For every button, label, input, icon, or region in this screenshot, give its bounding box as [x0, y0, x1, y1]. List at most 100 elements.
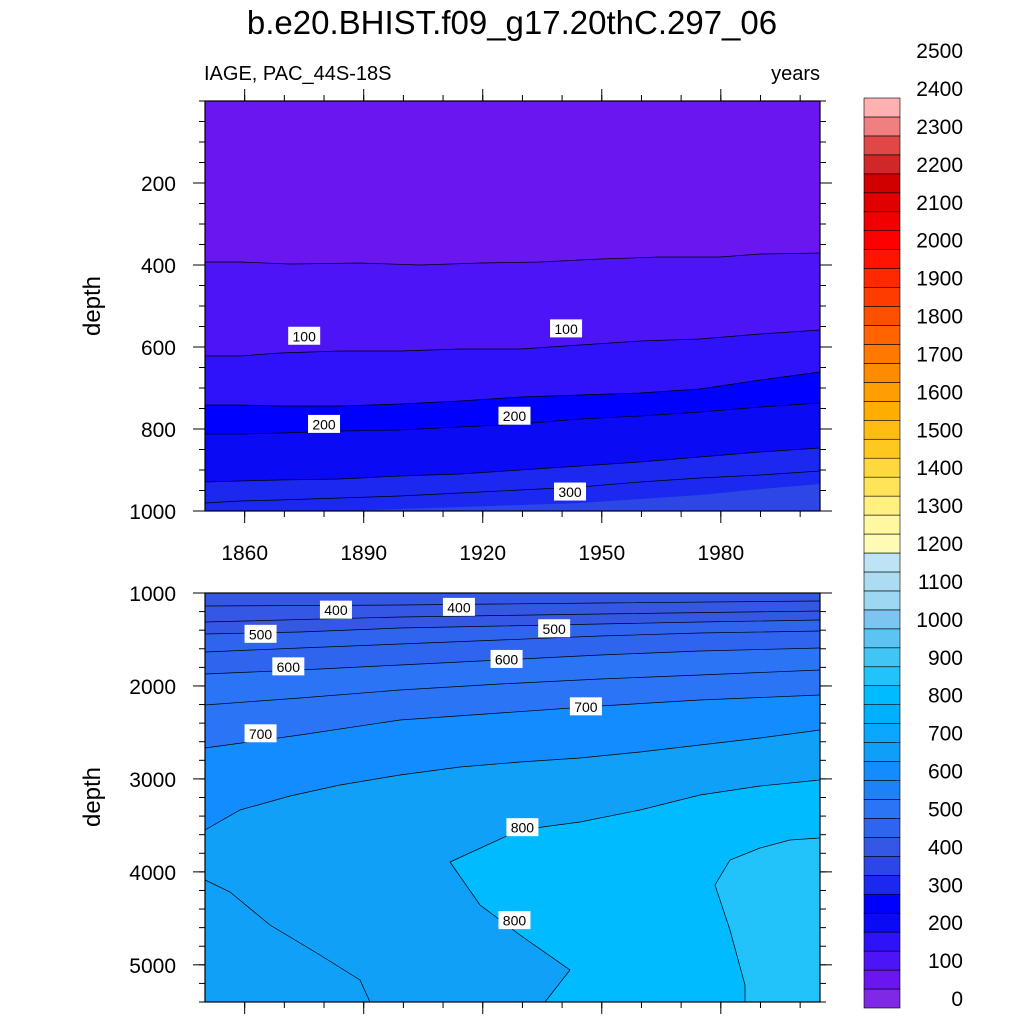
- colorbar-box: [863, 533, 901, 554]
- contour-label: 200: [308, 414, 341, 433]
- colorbar-label: 900: [928, 647, 963, 670]
- colorbar-label: 0: [951, 988, 963, 1011]
- colorbar-label: 2500: [916, 40, 963, 63]
- colorbar-label: 2200: [916, 154, 963, 177]
- colorbar-box: [863, 306, 901, 326]
- contour-label: 200: [498, 406, 531, 425]
- contour-label: 700: [569, 697, 602, 716]
- contour-label: 400: [442, 597, 475, 616]
- variable-region-label: IAGE, PAC_44S-18S: [204, 63, 392, 85]
- colorbar-label: 1100: [918, 571, 963, 594]
- y-tick-label: 800: [141, 419, 176, 442]
- colorbar-box: [863, 249, 901, 269]
- contour-label: 400: [319, 600, 352, 619]
- colorbar-box: [863, 742, 901, 762]
- colorbar-box: [863, 818, 901, 838]
- colorbar-box: [863, 401, 901, 421]
- contour-label-text: 100: [554, 321, 578, 337]
- colorbar: 0 100 200 300 400 500 600 700 800 900 1000 1100 1200…: [863, 40, 963, 1011]
- contour-label: 600: [272, 657, 305, 676]
- colorbar-box: [863, 893, 901, 914]
- colorbar-box: [863, 856, 901, 876]
- band-250-300: [205, 448, 820, 511]
- colorbar-box: [863, 457, 901, 478]
- colorbar-box: [863, 628, 901, 649]
- band-800-plus: [450, 780, 820, 1002]
- colorbar-box: [863, 571, 901, 592]
- contour-label-text: 500: [249, 626, 273, 642]
- lower-ylabel: depth: [79, 767, 106, 827]
- band-0-50: [205, 101, 820, 265]
- y-tick-label: 600: [141, 337, 176, 360]
- y-tick-label: 4000: [129, 862, 176, 885]
- contour-label-text: 600: [495, 651, 519, 667]
- colorbar-box: [863, 799, 901, 819]
- colorbar-box: [863, 135, 901, 156]
- colorbar-label: 200: [928, 912, 963, 935]
- colorbar-box: [863, 268, 901, 288]
- band-350-400: [205, 593, 820, 634]
- colorbar-label: 2300: [916, 116, 963, 139]
- band-150-200: [205, 372, 820, 434]
- colorbar-label: 1300: [916, 495, 963, 518]
- y-tick-label: 400: [141, 255, 176, 278]
- colorbar-label: 2400: [916, 78, 963, 101]
- colorbar-label: 1800: [916, 306, 963, 329]
- colorbar-box: [863, 666, 901, 687]
- contour-label: 700: [244, 724, 277, 743]
- colorbar-box: [863, 590, 901, 611]
- chart-title: b.e20.BHIST.f09_g17.20thC.297_06: [246, 4, 778, 41]
- colorbar-box: [863, 780, 901, 800]
- colorbar-box: [863, 950, 901, 971]
- contour-label: 500: [244, 624, 277, 643]
- contour-label-text: 800: [511, 820, 535, 836]
- colorbar-label: 2100: [916, 192, 963, 215]
- colorbar-label: 1400: [916, 457, 963, 480]
- colorbar-box: [863, 97, 901, 118]
- colorbar-box: [863, 495, 901, 516]
- contour-label-text: 700: [249, 726, 273, 742]
- contour-label: 800: [506, 818, 539, 837]
- x-tick-label: 1920: [459, 542, 506, 565]
- band-400-500: [205, 620, 820, 674]
- x-tick-label: 1860: [221, 542, 268, 565]
- colorbar-label: 700: [928, 723, 963, 746]
- colorbar-label: 100: [928, 950, 963, 973]
- colorbar-box: [863, 419, 901, 440]
- colorbar-label: 1200: [916, 533, 963, 556]
- band-700-750: [205, 730, 820, 1002]
- band-500-600: [205, 648, 820, 748]
- colorbar-label: 1600: [916, 381, 963, 404]
- upper-panel: 1860 1890 1920 1950 1980 200 400 600 800 1000 dep…: [79, 89, 832, 565]
- colorbar-label: 1700: [916, 343, 963, 366]
- upper-ylabel: depth: [79, 276, 106, 336]
- lower-panel: 1000 2000 3000 4000 5000 depth: [79, 583, 832, 1014]
- band-750-west: [205, 880, 370, 1002]
- contour-label: 300: [554, 482, 587, 501]
- contour-label-text: 200: [503, 408, 527, 424]
- colorbar-box: [863, 609, 901, 630]
- contour-label-text: 100: [293, 328, 317, 344]
- colorbar-label: 400: [928, 836, 963, 859]
- colorbar-box: [863, 969, 901, 990]
- colorbar-box: [863, 116, 901, 137]
- band-100-150: [205, 330, 820, 406]
- colorbar-box: [863, 988, 901, 1009]
- colorbar-label: 300: [928, 874, 963, 897]
- colorbar-box: [863, 287, 901, 307]
- contour-label-text: 400: [447, 599, 471, 615]
- contour-label-text: 300: [558, 484, 582, 500]
- colorbar-label: 1000: [916, 609, 963, 632]
- contour-label-text: 700: [574, 699, 598, 715]
- colorbar-box: [863, 192, 901, 213]
- lower-contour-lines: [205, 600, 820, 1002]
- colorbar-box: [863, 154, 901, 175]
- colorbar-box: [863, 723, 901, 743]
- colorbar-box: [863, 514, 901, 535]
- contour-line-labels: 100 100 200 200 300 400 400 500 500 600 600 700 700 8…: [244, 319, 602, 930]
- x-tick-label: 1890: [340, 542, 387, 565]
- colorbar-box: [863, 325, 901, 345]
- contour-label: 500: [538, 619, 571, 638]
- y-tick-label: 3000: [129, 769, 176, 792]
